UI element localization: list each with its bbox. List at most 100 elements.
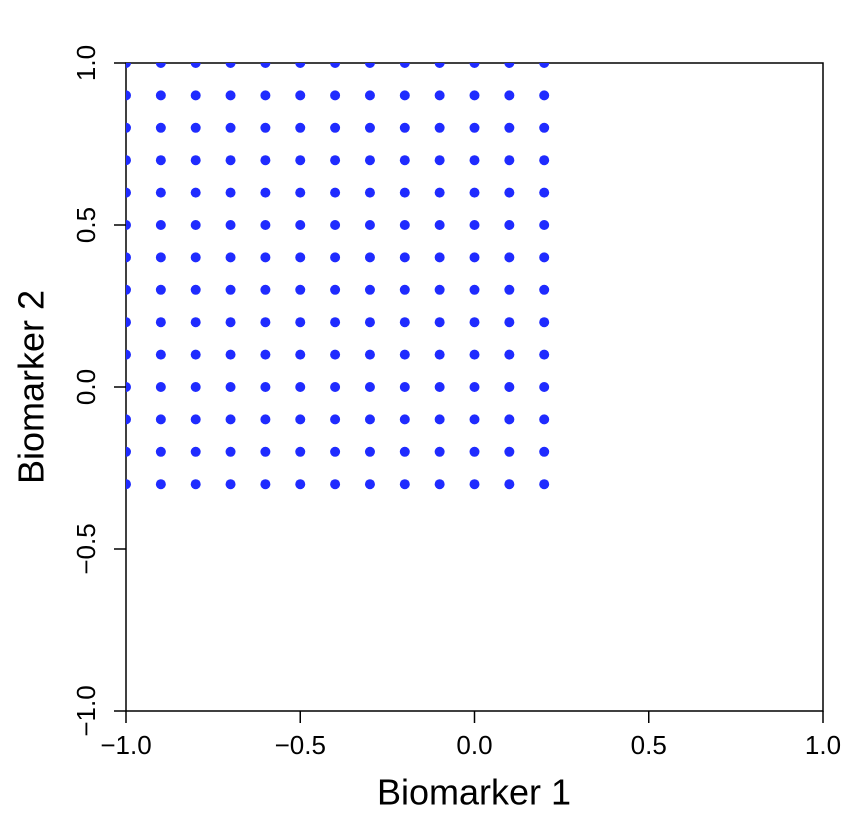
- x-tick-label: 1.0: [805, 730, 841, 760]
- point: [295, 220, 306, 230]
- point: [155, 63, 166, 68]
- point: [260, 479, 271, 490]
- point: [539, 349, 550, 360]
- point: [225, 63, 236, 68]
- point: [155, 317, 166, 328]
- point: [260, 349, 271, 360]
- point: [260, 122, 271, 133]
- point: [330, 90, 341, 101]
- point: [364, 317, 375, 328]
- point: [330, 414, 341, 425]
- point: [155, 284, 166, 295]
- point: [295, 479, 306, 490]
- point: [504, 349, 515, 360]
- point: [260, 382, 271, 392]
- point: [225, 382, 236, 392]
- point: [539, 90, 550, 101]
- point: [504, 414, 515, 425]
- point: [260, 155, 271, 166]
- point: [126, 414, 131, 425]
- point: [364, 63, 375, 68]
- point: [469, 414, 480, 425]
- point: [225, 349, 236, 360]
- point: [364, 414, 375, 425]
- point: [539, 382, 550, 392]
- point: [155, 414, 166, 425]
- point: [504, 63, 515, 68]
- point: [434, 122, 445, 133]
- point: [434, 187, 445, 198]
- point: [155, 349, 166, 360]
- point: [190, 187, 201, 198]
- point: [225, 220, 236, 230]
- point: [504, 252, 515, 263]
- point: [225, 155, 236, 166]
- point: [126, 252, 131, 263]
- point: [399, 122, 410, 133]
- point: [434, 220, 445, 230]
- point: [126, 446, 131, 457]
- point: [260, 187, 271, 198]
- point: [539, 220, 550, 230]
- point: [190, 284, 201, 295]
- point: [155, 187, 166, 198]
- point: [295, 90, 306, 101]
- point: [434, 349, 445, 360]
- point: [504, 220, 515, 230]
- point: [225, 122, 236, 133]
- point: [190, 349, 201, 360]
- x-tick-label: 0.0: [456, 730, 492, 760]
- point: [364, 479, 375, 490]
- x-tick-label: −1.0: [100, 730, 151, 760]
- point: [126, 122, 131, 133]
- y-tick-label: −0.5: [71, 523, 101, 574]
- point: [504, 479, 515, 490]
- point: [225, 446, 236, 457]
- point: [539, 122, 550, 133]
- point: [155, 252, 166, 263]
- point: [190, 252, 201, 263]
- point: [126, 349, 131, 360]
- point: [295, 414, 306, 425]
- point: [469, 382, 480, 392]
- point: [126, 155, 131, 166]
- point: [364, 446, 375, 457]
- point: [399, 187, 410, 198]
- point: [225, 317, 236, 328]
- point: [539, 187, 550, 198]
- y-tick-label: 0.0: [71, 369, 101, 405]
- point: [225, 90, 236, 101]
- point: [539, 446, 550, 457]
- point: [364, 284, 375, 295]
- point: [399, 414, 410, 425]
- point: [126, 317, 131, 328]
- point: [469, 479, 480, 490]
- point: [295, 122, 306, 133]
- point: [330, 479, 341, 490]
- point: [190, 414, 201, 425]
- point: [434, 382, 445, 392]
- point: [399, 479, 410, 490]
- point: [126, 187, 131, 198]
- point: [330, 63, 341, 68]
- point: [399, 446, 410, 457]
- point: [295, 349, 306, 360]
- point: [260, 220, 271, 230]
- point: [434, 479, 445, 490]
- point: [364, 220, 375, 230]
- point: [330, 382, 341, 392]
- x-tick-label: −0.5: [275, 730, 326, 760]
- point: [399, 349, 410, 360]
- point: [364, 252, 375, 263]
- point: [330, 349, 341, 360]
- point: [539, 317, 550, 328]
- point: [225, 414, 236, 425]
- point: [504, 382, 515, 392]
- point: [295, 284, 306, 295]
- point: [399, 382, 410, 392]
- point: [260, 63, 271, 68]
- point: [126, 90, 131, 101]
- point: [469, 284, 480, 295]
- point: [260, 284, 271, 295]
- point: [504, 90, 515, 101]
